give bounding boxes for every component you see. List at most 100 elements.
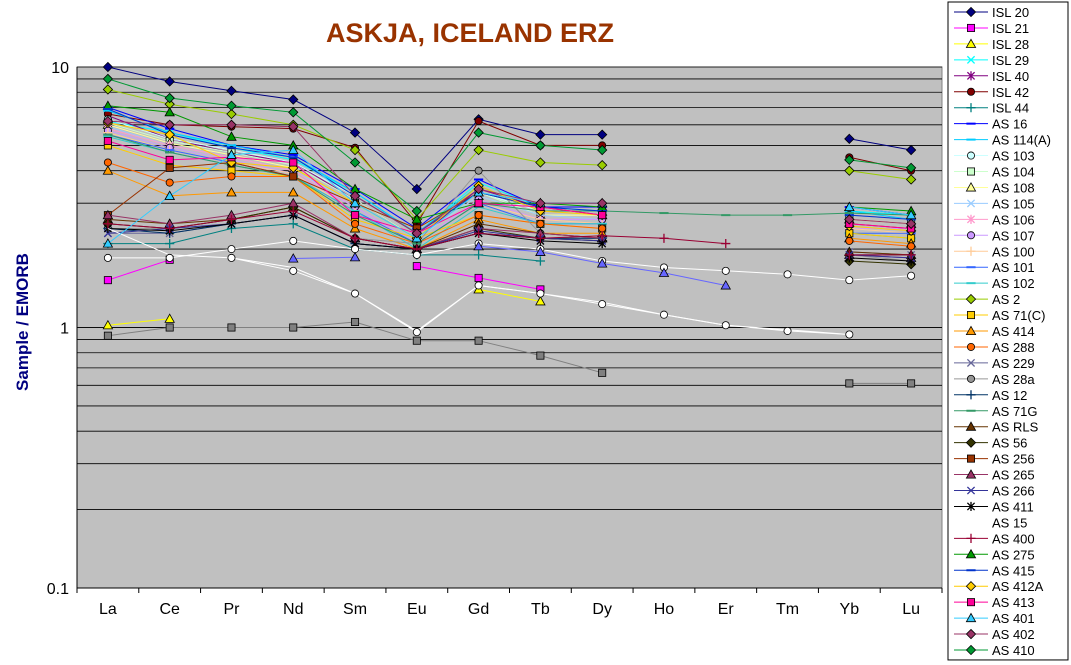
legend-item: ISL 42 [954, 85, 1029, 100]
data-point [287, 187, 299, 197]
legend-item: AS 256 [954, 452, 1035, 467]
data-point [536, 219, 545, 228]
series-line [107, 288, 541, 326]
legend-marker [965, 469, 977, 479]
data-point [474, 199, 483, 208]
data-point [535, 140, 546, 151]
legend-item: AS 106 [954, 212, 1035, 227]
data-point [783, 270, 792, 279]
data-point [349, 251, 361, 262]
data-point [226, 85, 237, 97]
legend-label: ISL 29 [992, 53, 1029, 68]
legend-item: AS 288 [954, 340, 1035, 355]
legend-label: AS 413 [992, 595, 1035, 610]
legend-marker [967, 311, 976, 320]
legend-item: AS 100 [954, 244, 1035, 259]
legend-label: AS 106 [992, 212, 1035, 227]
data-point [845, 330, 854, 339]
data-point [598, 368, 607, 377]
legend-label: AS 100 [992, 244, 1035, 259]
legend-item: ISL 20 [954, 5, 1029, 20]
legend-item: AS 413 [954, 595, 1035, 610]
data-point [597, 198, 608, 209]
legend-item: AS 28a [954, 372, 1035, 387]
data-point [411, 228, 422, 239]
legend-label: AS 16 [992, 117, 1027, 132]
legend-marker [967, 87, 976, 96]
legend-label: AS RLS [992, 420, 1039, 435]
legend-marker [965, 612, 977, 623]
series-line [107, 240, 912, 281]
legend-marker [965, 628, 977, 640]
data-point [288, 121, 299, 132]
legend-item: AS 71G [954, 404, 1038, 419]
data-point [165, 238, 175, 249]
series-43 [227, 253, 854, 339]
legend-marker [966, 55, 976, 64]
data-point [351, 317, 360, 326]
data-point [289, 323, 298, 332]
series-1 [102, 61, 917, 195]
data-point [598, 300, 607, 309]
legend-item: AS 410 [954, 643, 1035, 658]
data-point [289, 158, 298, 167]
legend-item: AS 71(C) [954, 308, 1045, 323]
legend-marker [965, 548, 977, 559]
legend-label: ISL 40 [992, 69, 1029, 84]
legend-marker [965, 437, 977, 448]
data-point [412, 250, 421, 259]
data-point [721, 266, 730, 275]
legend-item: ISL 21 [954, 21, 1029, 36]
legend-marker [967, 151, 976, 160]
data-point [535, 233, 545, 243]
legend-label: AS 411 [992, 499, 1034, 514]
legend-label: AS 28a [992, 372, 1035, 387]
legend-marker [966, 533, 976, 543]
data-point [844, 201, 855, 212]
data-point [288, 206, 298, 216]
x-tick-label: Tm [776, 601, 799, 618]
data-point [474, 250, 484, 260]
legend-marker [966, 214, 976, 224]
legend-marker [965, 6, 977, 18]
data-point [844, 250, 854, 260]
data-point [226, 100, 237, 111]
data-point [349, 223, 361, 233]
data-point [226, 149, 237, 159]
series-45 [287, 240, 732, 290]
y-tick-label: 1 [60, 321, 69, 338]
legend-marker [965, 581, 977, 592]
data-point [474, 117, 483, 126]
legend-label: AS 12 [992, 388, 1027, 403]
data-point [289, 236, 298, 245]
data-point [351, 211, 360, 220]
data-point [289, 172, 298, 181]
legend-label: AS 410 [992, 643, 1035, 658]
data-point [227, 323, 236, 332]
data-point [473, 183, 484, 195]
data-point [721, 321, 730, 330]
series-44 [103, 317, 916, 388]
data-point [844, 133, 855, 144]
legend-item: AS 104 [954, 165, 1035, 180]
legend-label: AS 102 [992, 276, 1035, 291]
data-point [102, 73, 114, 85]
data-point [350, 233, 360, 243]
data-point [598, 238, 607, 249]
data-point [412, 262, 421, 271]
legend-label: ISL 42 [992, 85, 1029, 100]
series-line [107, 134, 912, 245]
data-point [165, 178, 174, 187]
data-point [103, 219, 113, 229]
x-tick-label: Nd [283, 601, 303, 618]
legend-item: AS 107 [954, 228, 1035, 243]
data-point [907, 242, 916, 251]
data-point [349, 190, 361, 202]
legend-item: AS 101 [954, 260, 1035, 275]
data-point [845, 236, 854, 245]
data-point [226, 187, 237, 197]
legend-marker [966, 358, 976, 367]
data-point [536, 351, 545, 360]
data-point [474, 273, 483, 282]
